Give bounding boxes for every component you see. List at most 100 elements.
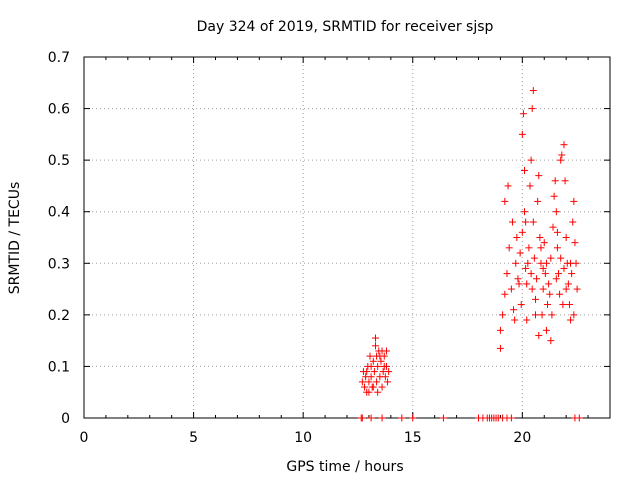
data-point	[501, 197, 509, 205]
data-point	[530, 254, 538, 262]
data-point	[538, 311, 546, 319]
data-point	[573, 285, 581, 293]
x-tick-label: 15	[404, 430, 422, 446]
data-point	[371, 334, 379, 342]
data-point	[378, 383, 386, 391]
y-tick-label: 0.2	[48, 308, 70, 324]
data-point	[540, 239, 548, 247]
data-point	[522, 264, 530, 272]
data-point	[537, 244, 545, 252]
x-tick-label: 0	[80, 430, 89, 446]
data-point	[539, 264, 547, 272]
data-point	[499, 311, 507, 319]
data-point	[518, 228, 526, 236]
data-point	[560, 141, 568, 149]
data-point	[570, 197, 578, 205]
data-point	[564, 280, 572, 288]
x-tick-label: 5	[189, 430, 198, 446]
data-point	[370, 368, 378, 376]
data-point	[385, 368, 393, 376]
data-point	[526, 182, 534, 190]
data-point	[381, 373, 389, 381]
data-point	[536, 234, 544, 241]
data-point	[533, 275, 541, 283]
y-axis-label: SRMTID / TECUs	[7, 182, 23, 295]
data-point	[535, 172, 543, 180]
data-point	[558, 151, 566, 159]
data-point	[505, 244, 513, 252]
data-point	[503, 270, 511, 278]
data-point	[553, 244, 561, 252]
data-point	[551, 177, 559, 185]
data-point	[373, 352, 381, 360]
data-point	[377, 357, 385, 365]
gridlines	[84, 57, 610, 418]
data-point	[557, 254, 565, 262]
data-point	[522, 218, 530, 226]
data-point	[511, 316, 519, 324]
data-point	[513, 234, 521, 241]
data-point	[552, 208, 560, 216]
data-point	[567, 316, 575, 324]
data-point	[575, 414, 583, 422]
data-point	[542, 259, 550, 267]
data-point	[380, 362, 388, 370]
data-point	[567, 259, 575, 267]
y-tick-label: 0.1	[48, 359, 70, 375]
data-point	[521, 208, 529, 216]
y-tick-label: 0.3	[48, 256, 70, 272]
data-point	[562, 234, 570, 241]
data-point	[547, 337, 555, 345]
data-point	[384, 378, 392, 386]
data-point	[507, 285, 515, 293]
data-point	[557, 156, 565, 164]
data-point	[552, 275, 560, 283]
chart-title: Day 324 of 2019, SRMTID for receiver sjs…	[197, 19, 494, 35]
data-point	[541, 270, 549, 278]
data-point	[409, 414, 417, 422]
data-point	[539, 285, 547, 293]
data-point	[565, 301, 573, 309]
data-point	[523, 280, 531, 288]
data-point	[363, 368, 371, 376]
data-point	[374, 362, 382, 370]
data-point	[378, 414, 386, 422]
data-point	[545, 280, 553, 288]
data-point	[528, 285, 536, 293]
data-point	[534, 197, 542, 205]
data-point	[515, 280, 523, 288]
data-point	[571, 239, 579, 247]
data-point	[371, 342, 379, 350]
data-point	[521, 166, 529, 174]
data-point	[570, 311, 578, 319]
data-point	[550, 192, 558, 200]
data-point	[519, 110, 527, 118]
data-point	[560, 264, 568, 272]
x-tick-label: 20	[513, 430, 531, 446]
data-point	[517, 301, 525, 309]
data-point	[544, 301, 552, 309]
data-point	[549, 223, 557, 231]
data-point	[510, 306, 518, 314]
data-point	[366, 352, 374, 360]
data-point	[512, 259, 520, 267]
y-tick-label: 0.7	[48, 50, 70, 66]
data-point	[529, 218, 537, 226]
y-tick-label: 0.4	[48, 205, 70, 221]
data-point	[547, 254, 555, 262]
data-point	[553, 228, 561, 236]
data-point	[365, 378, 373, 386]
x-axis-label: GPS time / hours	[286, 459, 403, 475]
data-point	[361, 383, 369, 391]
data-point	[439, 414, 447, 422]
y-tick-label: 0.6	[48, 102, 70, 118]
data-point	[504, 182, 512, 190]
data-point	[358, 414, 366, 422]
data-point	[525, 244, 533, 252]
data-point	[382, 347, 390, 355]
data-point	[531, 295, 539, 303]
data-point	[514, 275, 522, 283]
data-point	[369, 357, 377, 365]
data-point	[398, 414, 406, 422]
